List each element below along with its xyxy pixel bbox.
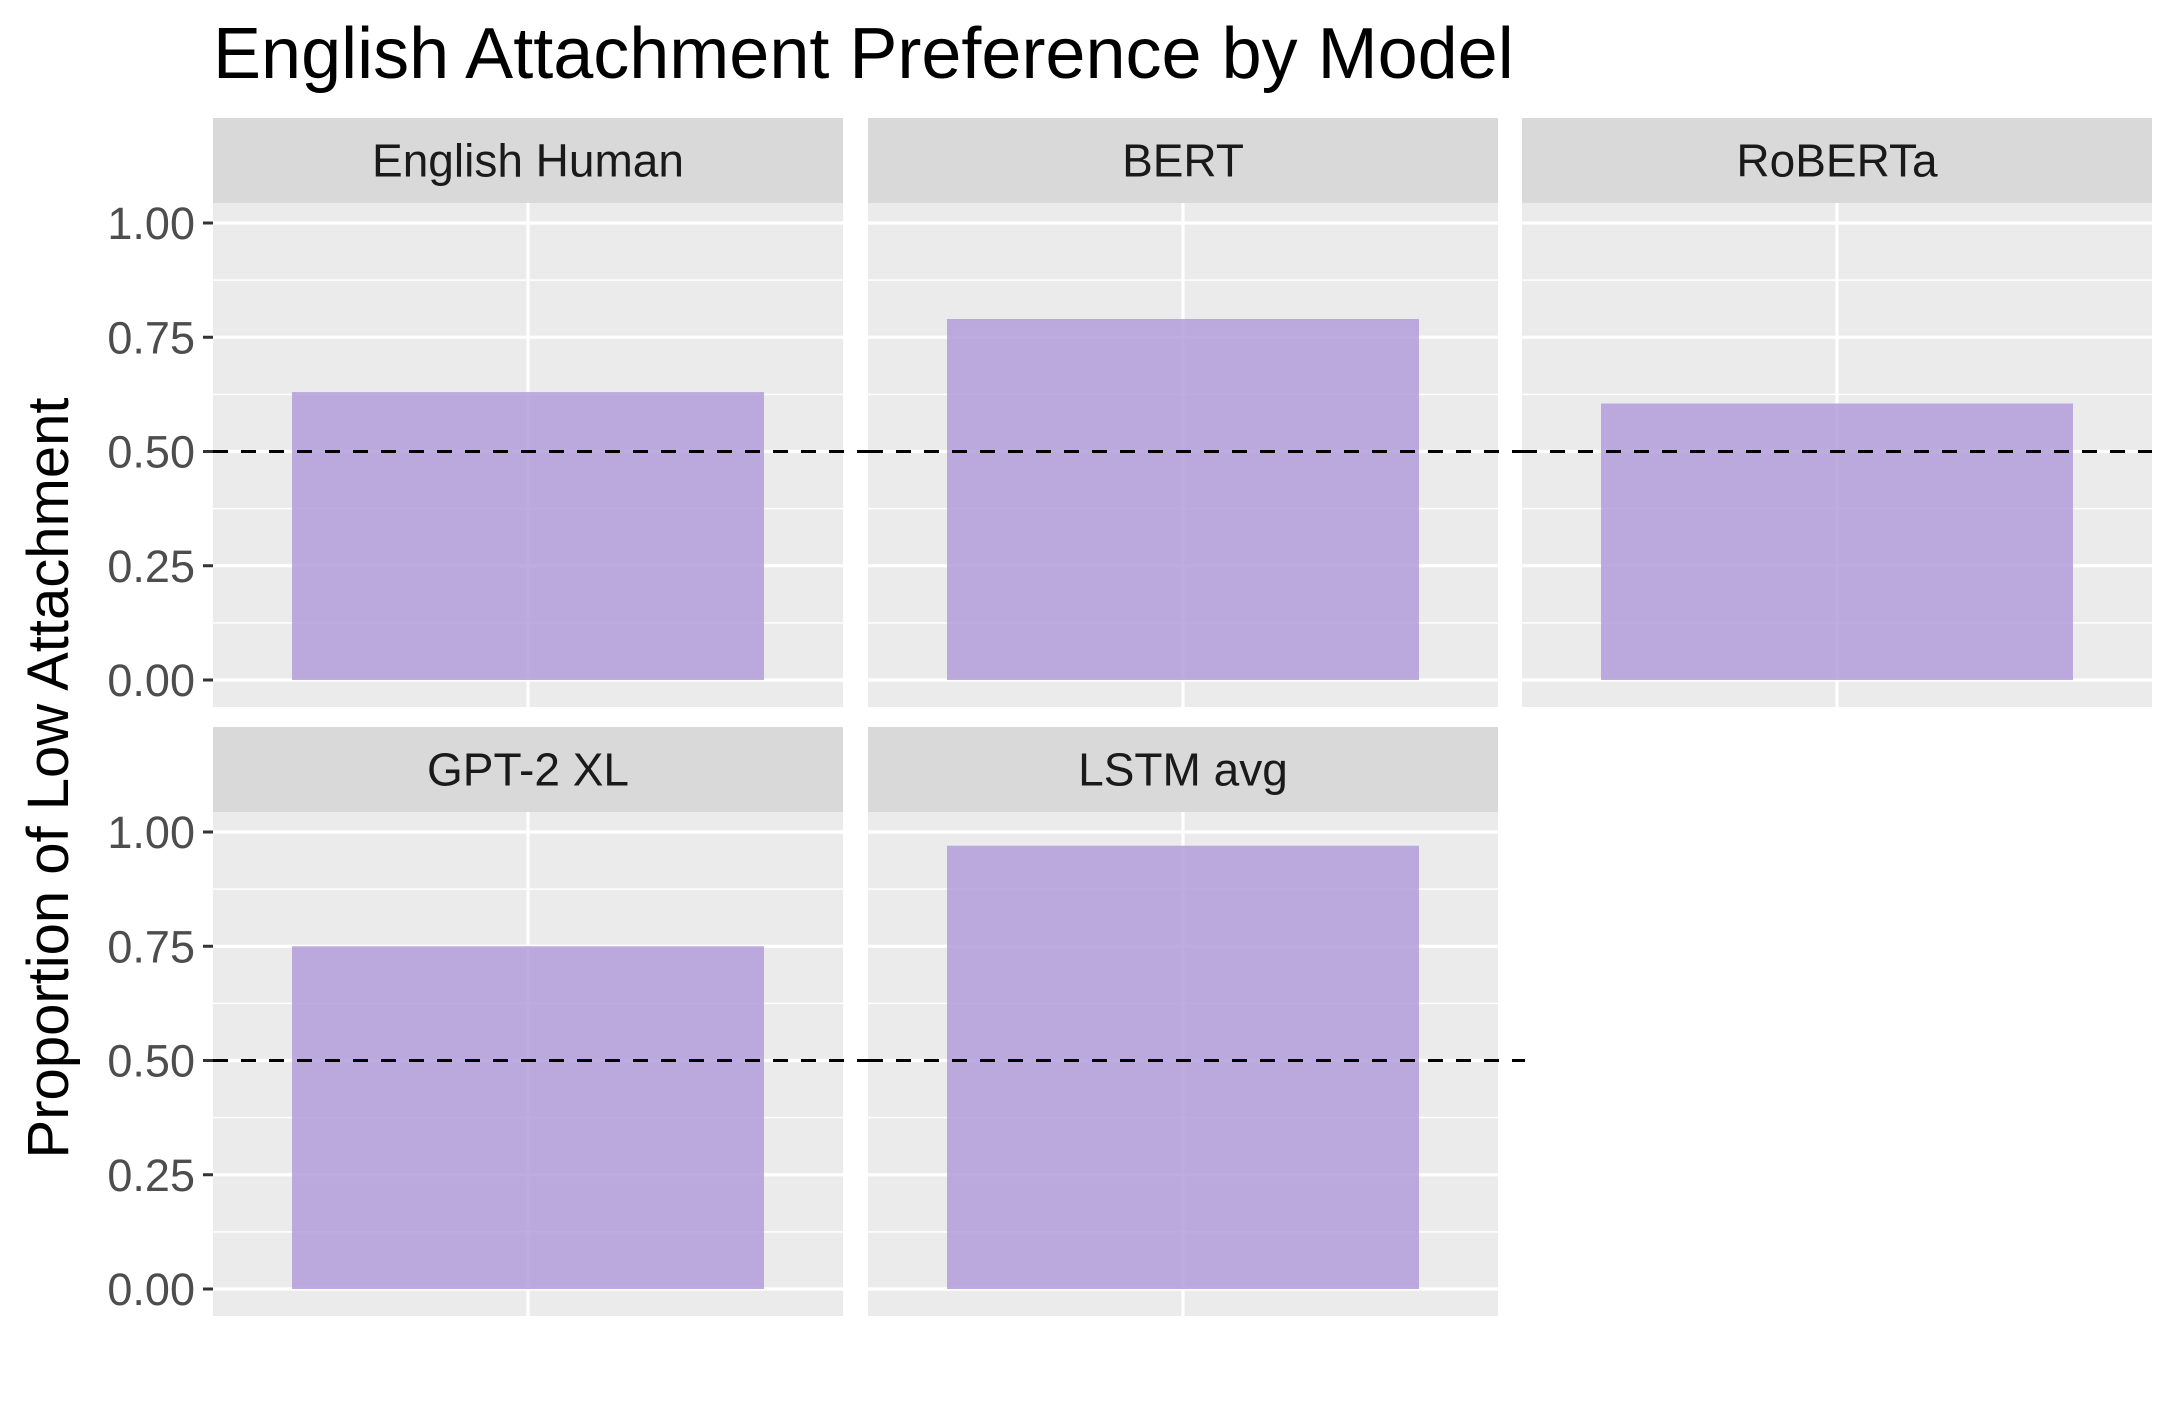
bar-roberta [1601,403,2073,680]
y-tick-label: 0.75 [107,921,195,972]
strip-background [868,727,1498,812]
bar-lstm-avg [947,845,1419,1289]
bar-gpt-2-xl [292,946,764,1289]
y-axis-label: Proportion of Low Attachment [16,398,81,1159]
y-tick-label: 1.00 [107,807,195,858]
facet-panel: GPT-2 XL 0.00 0.25 0.50 0.75 1.00 [107,727,870,1316]
strip-background [213,727,843,812]
facet-panel: RoBERTa [1522,118,2152,707]
strip-background [213,118,843,203]
y-tick-label: 0.25 [107,541,195,592]
y-tick-label: 0.25 [107,1150,195,1201]
bar-english-human [292,392,764,680]
strip-label: English Human [372,135,684,187]
facet-panel: LSTM avg [868,727,1525,1316]
y-tick-label: 0.00 [107,655,195,706]
strip-label: GPT-2 XL [427,744,629,796]
y-tick-label: 1.00 [107,198,195,249]
facet-panels: English Human 0.00 0.25 0.50 0.75 1.00 BERT RoB… [107,118,2152,1316]
strip-background [1522,118,2152,203]
strip-background [868,118,1498,203]
y-tick-label: 0.50 [107,427,195,478]
bar-bert [947,318,1419,680]
strip-label: RoBERTa [1736,135,1938,187]
y-tick-label: 0.00 [107,1264,195,1315]
y-tick-label: 0.75 [107,312,195,363]
facet-panel: BERT [868,118,1525,707]
facet-panel: English Human 0.00 0.25 0.50 0.75 1.00 [107,118,870,707]
strip-label: BERT [1122,135,1244,187]
y-tick-label: 0.50 [107,1036,195,1087]
chart-title: English Attachment Preference by Model [213,14,1514,94]
strip-label: LSTM avg [1078,744,1288,796]
